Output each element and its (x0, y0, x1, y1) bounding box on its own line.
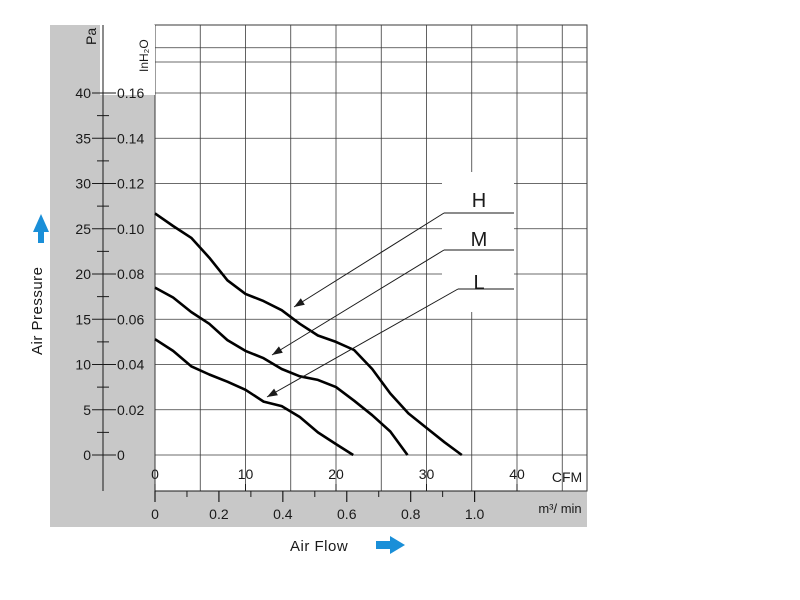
y-tick-label-pa: 10 (75, 357, 91, 373)
x-tick-label-m3: 0 (151, 506, 159, 522)
x-tick-label-cfm: 10 (238, 466, 254, 482)
legend-label-h: H (472, 190, 486, 212)
y-axis: 0 0 5 0.02 10 0.04 15 0.06 20 0.08 25 0.10 30 0.12 35 0… (75, 25, 144, 491)
y-tick-label-pa: 0 (83, 447, 91, 463)
y-tick-label-pa: 30 (75, 176, 91, 192)
y-tick-label-inh2o: 0.16 (117, 85, 144, 101)
x-tick-label-cfm: 30 (419, 466, 435, 482)
y-tick-label-inh2o: 0.14 (117, 130, 144, 146)
legend-arrowhead (267, 388, 278, 397)
y-tick-label-inh2o: 0.08 (117, 266, 144, 282)
x-tick-label-m3: 1.0 (465, 506, 485, 522)
curve-h (154, 212, 463, 457)
x-tick-label-m3: 0.6 (337, 506, 357, 522)
legend-leader-h (293, 212, 445, 308)
x-axis-title: Air Flow (290, 538, 348, 555)
y-tick-label-inh2o: 0.02 (117, 402, 144, 418)
plot-area (154, 24, 588, 492)
legend-arrowhead (272, 346, 283, 355)
x-tick-label-m3: 0.8 (401, 506, 421, 522)
x-unit-primary: CFM (552, 469, 582, 485)
y-tick-label-inh2o: 0.06 (117, 311, 144, 327)
legend-label-m: M (471, 229, 488, 251)
y-tick-label-pa: 20 (75, 266, 91, 282)
y-tick-label-pa: 5 (83, 402, 91, 418)
y-tick-label-inh2o: 0.12 (117, 176, 144, 192)
x-tick-label-cfm: 40 (509, 466, 525, 482)
y-unit-primary: Pa (83, 28, 99, 45)
x-tick-label-cfm: 20 (328, 466, 344, 482)
y-tick-label-pa: 40 (75, 85, 91, 101)
y-unit-secondary: InH₂O (137, 39, 151, 72)
curves (154, 212, 463, 457)
legend-label-l: L (473, 272, 484, 294)
x-tick-label-m3: 0.2 (209, 506, 229, 522)
y-tick-label-pa: 25 (75, 221, 91, 237)
y-axis-title: Air Pressure (29, 266, 46, 355)
legend-leader-l (266, 288, 459, 398)
legend-leader-m (271, 249, 445, 356)
right-arrow-icon (376, 536, 405, 554)
legend: HML (266, 172, 514, 398)
y-tick-label-inh2o: 0.04 (117, 357, 144, 373)
x-tick-label-cfm: 0 (151, 466, 159, 482)
y-tick-label-pa: 35 (75, 130, 91, 146)
y-tick-label-inh2o: 0.10 (117, 221, 144, 237)
x-axis: 0 10 20 30 40 0 0.2 0.4 0.6 0.8 1.0 (151, 466, 525, 522)
y-tick-label-inh2o: 0 (117, 447, 125, 463)
y-tick-label-pa: 15 (75, 311, 91, 327)
curve-l (154, 338, 354, 457)
up-arrow-icon (33, 214, 49, 243)
legend-arrowhead (294, 298, 305, 307)
x-unit-secondary: m³/ min (538, 501, 581, 516)
unit-label-bg (100, 25, 155, 95)
x-tick-label-m3: 0.4 (273, 506, 293, 522)
curve-m (154, 286, 409, 456)
